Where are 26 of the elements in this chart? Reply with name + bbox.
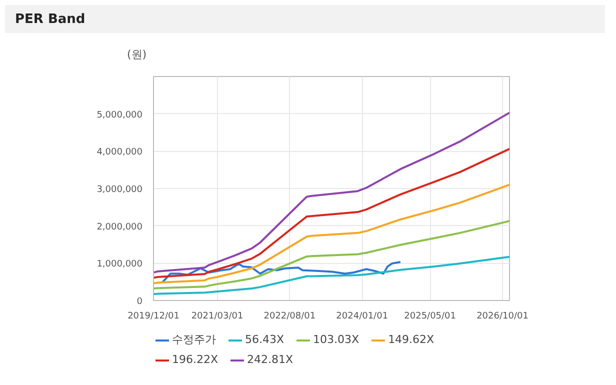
x-tick-label: 2022/08/01 [264,312,316,322]
chart-title: PER Band [15,11,86,29]
y-tick-label: 2,000,000 [96,222,143,232]
line-series [154,112,510,274]
x-tick-label: 2024/01/01 [336,312,388,322]
line-series [161,261,402,284]
line-series [154,256,510,296]
line-series [154,148,510,279]
x-tick-label: 2019/12/01 [128,312,180,322]
legend-label: 149.62X [388,333,434,346]
y-tick-label: 3,000,000 [96,185,143,195]
legend-label: 56.43X [245,333,284,346]
y-tick-label: 0 [136,297,143,307]
x-tick-label: 2021/03/01 [191,312,244,322]
line-series [154,220,510,290]
x-tick-label: 2026/10/01 [476,312,528,322]
y-tick-label: 4,000,000 [96,148,143,158]
legend-label: 196.22X [172,353,218,366]
y-tick-label: 1,000,000 [96,260,143,270]
y-tick-label: 5,000,000 [96,110,143,120]
legend-label: 수정주가 [172,332,216,347]
legend-label: 242.81X [247,353,294,366]
legend-label: 103.03X [313,333,360,346]
y-axis-title: (원) [127,47,147,63]
x-tick-label: 2025/05/01 [404,312,456,322]
line-series [154,184,510,284]
